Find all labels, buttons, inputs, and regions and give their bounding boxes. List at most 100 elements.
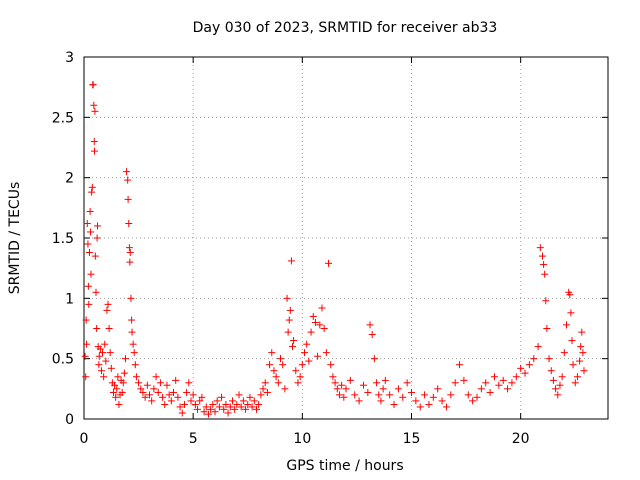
data-point bbox=[289, 343, 297, 351]
data-point bbox=[294, 379, 302, 387]
data-point bbox=[298, 361, 306, 369]
data-point bbox=[569, 361, 577, 369]
data-point bbox=[99, 349, 107, 357]
data-point bbox=[416, 403, 424, 411]
data-point bbox=[373, 379, 381, 387]
data-point bbox=[244, 401, 252, 409]
data-point bbox=[504, 385, 512, 393]
data-point bbox=[200, 408, 208, 416]
data-point bbox=[390, 401, 398, 409]
data-point bbox=[464, 391, 472, 399]
data-point bbox=[576, 357, 584, 365]
data-point bbox=[113, 385, 121, 393]
data-point bbox=[209, 401, 217, 409]
data-point bbox=[85, 300, 93, 308]
data-point bbox=[124, 195, 132, 203]
data-point bbox=[137, 385, 145, 393]
data-point bbox=[150, 385, 158, 393]
data-point bbox=[451, 379, 459, 387]
data-point bbox=[438, 397, 446, 405]
data-point bbox=[552, 385, 560, 393]
data-point bbox=[120, 369, 128, 377]
data-point bbox=[215, 403, 223, 411]
y-tick-label: 1 bbox=[65, 291, 74, 307]
data-point bbox=[266, 361, 274, 369]
data-point bbox=[84, 240, 92, 248]
data-point bbox=[107, 364, 115, 372]
data-point bbox=[91, 252, 99, 260]
x-tick-label: 15 bbox=[403, 431, 421, 447]
data-point bbox=[517, 364, 525, 372]
y-tick-label: 2 bbox=[65, 171, 74, 187]
data-point bbox=[90, 137, 98, 145]
data-point bbox=[578, 328, 586, 336]
data-point bbox=[340, 393, 348, 401]
data-point bbox=[571, 379, 579, 387]
data-point bbox=[325, 259, 333, 267]
data-point bbox=[105, 325, 113, 332]
data-point bbox=[525, 361, 533, 369]
data-point bbox=[174, 393, 182, 401]
data-point bbox=[327, 361, 335, 369]
data-point bbox=[125, 244, 133, 252]
data-point bbox=[180, 401, 188, 409]
data-point bbox=[87, 228, 95, 236]
data-point bbox=[93, 325, 101, 332]
data-point bbox=[381, 376, 389, 384]
x-tick-label: 5 bbox=[189, 431, 198, 447]
data-point bbox=[284, 328, 292, 336]
data-point bbox=[499, 376, 507, 384]
data-point bbox=[556, 381, 564, 389]
data-point bbox=[123, 168, 131, 176]
data-point bbox=[163, 381, 171, 389]
data-point bbox=[364, 388, 372, 396]
data-point bbox=[250, 397, 258, 405]
data-point bbox=[226, 403, 234, 411]
data-point bbox=[314, 352, 322, 360]
data-point bbox=[558, 373, 566, 381]
data-point bbox=[84, 282, 92, 290]
data-point bbox=[218, 393, 226, 401]
data-point bbox=[541, 270, 549, 278]
data-point bbox=[189, 391, 197, 399]
data-point bbox=[224, 409, 232, 417]
data-point bbox=[228, 397, 236, 405]
data-point bbox=[93, 234, 101, 242]
data-point bbox=[248, 403, 256, 411]
data-point bbox=[277, 355, 284, 363]
data-point bbox=[335, 391, 343, 399]
data-points bbox=[81, 81, 588, 418]
data-point bbox=[560, 349, 568, 357]
data-point bbox=[272, 373, 280, 381]
data-point bbox=[274, 379, 282, 387]
x-axis-label: GPS time / hours bbox=[286, 458, 403, 474]
data-point bbox=[97, 367, 105, 375]
data-point bbox=[309, 312, 317, 320]
data-point bbox=[490, 373, 498, 381]
data-point bbox=[106, 349, 114, 357]
data-point bbox=[386, 391, 394, 399]
data-point bbox=[141, 393, 149, 401]
data-point bbox=[257, 391, 265, 399]
data-point bbox=[530, 355, 538, 363]
data-point bbox=[126, 248, 134, 256]
data-point bbox=[237, 403, 245, 411]
data-point bbox=[104, 300, 112, 308]
data-point bbox=[111, 381, 119, 389]
data-point bbox=[187, 397, 195, 405]
data-point bbox=[542, 297, 550, 305]
data-point bbox=[579, 349, 587, 357]
data-point bbox=[112, 393, 120, 401]
data-point bbox=[165, 391, 173, 399]
data-point bbox=[100, 373, 108, 381]
data-point bbox=[318, 304, 326, 312]
data-point bbox=[577, 343, 585, 351]
data-point bbox=[554, 391, 562, 399]
data-point bbox=[342, 385, 350, 393]
data-point bbox=[259, 385, 267, 393]
y-tick-label: 3 bbox=[65, 50, 74, 66]
data-point bbox=[213, 397, 221, 405]
data-point bbox=[185, 379, 193, 387]
data-point bbox=[202, 403, 210, 411]
data-point bbox=[83, 340, 91, 348]
